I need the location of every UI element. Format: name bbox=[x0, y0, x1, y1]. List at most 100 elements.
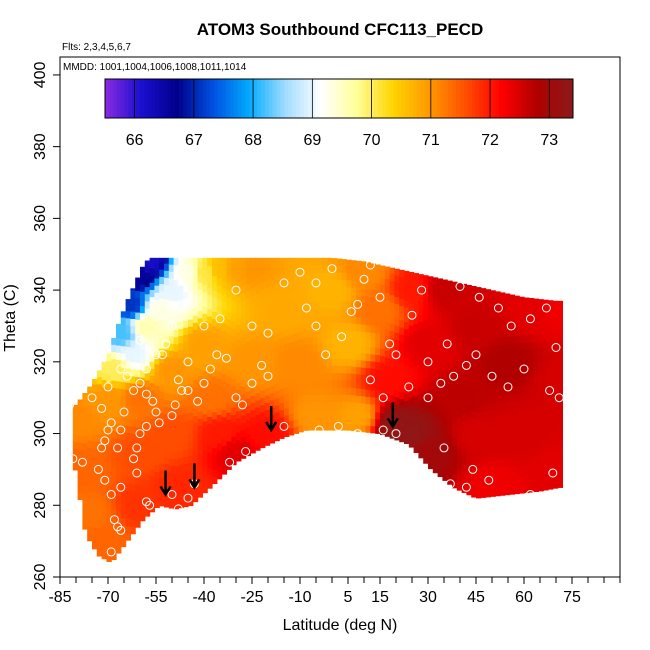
field-cell bbox=[418, 450, 424, 459]
field-cell bbox=[476, 361, 482, 370]
field-cell bbox=[432, 314, 439, 323]
field-cell bbox=[480, 325, 487, 333]
field-cell bbox=[269, 385, 275, 394]
colorbar-segment bbox=[561, 79, 566, 118]
field-cell bbox=[485, 460, 491, 469]
field-cell bbox=[308, 279, 314, 288]
field-cell bbox=[274, 383, 280, 391]
field-cell bbox=[437, 354, 443, 363]
field-cell bbox=[500, 315, 506, 324]
field-cell bbox=[144, 508, 151, 517]
field-cell bbox=[279, 352, 285, 360]
field-cell bbox=[480, 332, 487, 341]
field-cell bbox=[284, 271, 290, 280]
field-cell bbox=[135, 491, 141, 500]
field-cell bbox=[504, 343, 511, 352]
field-cell bbox=[236, 367, 242, 376]
field-cell bbox=[173, 393, 179, 402]
field-cell bbox=[164, 456, 170, 465]
colorbar-segment bbox=[159, 79, 164, 118]
field-cell bbox=[533, 298, 539, 306]
field-cell bbox=[92, 379, 98, 385]
field-cell bbox=[408, 403, 415, 412]
field-cell bbox=[216, 371, 223, 379]
field-cell bbox=[197, 446, 203, 455]
field-cell bbox=[327, 358, 333, 367]
colorbar-segment bbox=[354, 79, 359, 118]
x-tick-label: -25 bbox=[240, 589, 263, 606]
field-cell bbox=[514, 321, 520, 330]
field-cell bbox=[106, 532, 112, 541]
field-cell bbox=[221, 359, 227, 368]
field-cell bbox=[116, 402, 122, 411]
field-cell bbox=[456, 382, 463, 391]
field-cell bbox=[120, 453, 127, 462]
field-cell bbox=[552, 366, 559, 374]
field-cell bbox=[548, 445, 554, 454]
field-cell bbox=[202, 456, 208, 465]
field-cell bbox=[192, 458, 199, 467]
field-cell bbox=[144, 408, 151, 417]
observation-point bbox=[87, 393, 97, 403]
field-cell bbox=[197, 489, 203, 498]
field-cell bbox=[490, 352, 496, 361]
observation-point bbox=[205, 364, 215, 374]
field-cell bbox=[144, 260, 151, 266]
field-cell bbox=[428, 303, 434, 312]
observation-point bbox=[461, 360, 471, 370]
colorbar-segment bbox=[409, 79, 414, 118]
field-cell bbox=[308, 372, 314, 381]
field-cell bbox=[101, 537, 107, 545]
field-cell bbox=[356, 316, 362, 325]
field-cell bbox=[154, 421, 160, 430]
field-cell bbox=[332, 386, 338, 395]
observation-point bbox=[109, 515, 119, 525]
field-cell bbox=[504, 300, 511, 309]
field-cell bbox=[490, 290, 496, 296]
field-cell bbox=[341, 343, 347, 352]
field-cell bbox=[466, 408, 472, 417]
field-cell bbox=[557, 458, 563, 467]
field-cell bbox=[370, 382, 376, 391]
field-cell bbox=[188, 318, 194, 327]
field-cell bbox=[557, 465, 563, 474]
field-cell bbox=[250, 338, 256, 346]
field-cell bbox=[442, 444, 448, 453]
field-cell bbox=[197, 482, 203, 491]
field-cell bbox=[351, 294, 357, 303]
field-cell bbox=[495, 459, 501, 468]
field-cell bbox=[528, 384, 535, 393]
field-cell bbox=[428, 461, 434, 470]
field-cell bbox=[380, 276, 386, 285]
field-cell bbox=[135, 498, 141, 507]
field-cell bbox=[327, 272, 333, 280]
field-cell bbox=[188, 405, 194, 413]
field-cell bbox=[548, 481, 554, 490]
field-cell bbox=[514, 299, 520, 308]
field-cell bbox=[500, 444, 506, 453]
observation-point bbox=[295, 267, 305, 277]
field-cell bbox=[111, 423, 117, 431]
field-cell bbox=[269, 435, 275, 444]
field-cell bbox=[375, 426, 381, 434]
observation-point bbox=[468, 464, 478, 474]
field-cell bbox=[303, 387, 309, 395]
field-cell bbox=[92, 534, 98, 543]
field-cell bbox=[552, 300, 559, 303]
field-cell bbox=[236, 257, 242, 261]
field-cell bbox=[111, 480, 117, 489]
field-cell bbox=[514, 357, 520, 366]
field-cell bbox=[490, 474, 496, 483]
field-cell bbox=[356, 423, 362, 432]
colorbar-segment bbox=[405, 79, 410, 118]
field-cell bbox=[524, 370, 530, 379]
field-cell bbox=[524, 427, 530, 436]
field-cell bbox=[509, 436, 515, 445]
field-cell bbox=[269, 292, 275, 301]
field-cell bbox=[413, 351, 419, 360]
field-cell bbox=[447, 333, 453, 342]
field-cell bbox=[164, 413, 170, 422]
field-cell bbox=[442, 430, 448, 438]
field-cell bbox=[548, 309, 554, 318]
field-cell bbox=[346, 422, 352, 431]
